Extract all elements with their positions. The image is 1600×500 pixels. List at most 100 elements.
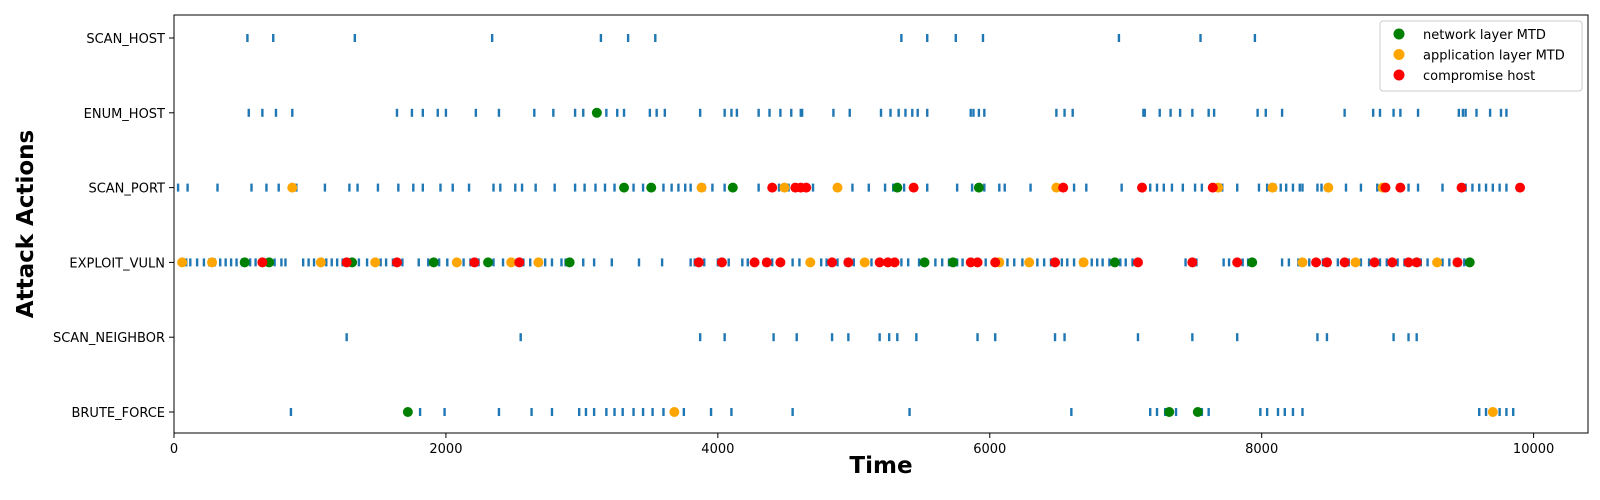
compromise-host-marker: [1311, 257, 1322, 268]
application-layer-mtd-marker: [1024, 257, 1035, 268]
network-layer-mtd-marker: [1192, 407, 1203, 417]
compromise-host-marker: [1137, 182, 1148, 193]
x-tick-label: 4000: [701, 442, 734, 457]
application-layer-mtd-marker: [859, 257, 870, 268]
compromise-host-marker: [749, 257, 760, 268]
x-tick-label: 0: [170, 442, 178, 457]
compromise-host-marker: [1456, 182, 1467, 193]
compromise-host-marker: [1395, 182, 1406, 193]
network-layer-mtd-marker: [1109, 257, 1120, 268]
network-layer-mtd-marker: [646, 182, 657, 193]
x-axis-ticks: 0 2000 4000 6000 8000 10000: [170, 433, 1554, 457]
y-tick-label: SCAN_NEIGHBOR: [53, 331, 165, 346]
compromise-host-marker: [908, 182, 919, 193]
x-axis-title: Time: [849, 453, 912, 479]
compromise-host-marker: [874, 257, 885, 268]
legend-swatch: [1393, 69, 1405, 81]
network-layer-mtd-marker: [1464, 257, 1475, 268]
compromise-host-marker: [990, 257, 1001, 268]
application-layer-mtd-marker: [832, 182, 843, 193]
y-tick-label: EXPLOIT_VULN: [69, 256, 165, 271]
application-layer-mtd-marker: [696, 182, 707, 193]
compromise-host-marker: [716, 257, 727, 268]
y-tick-label: ENUM_HOST: [84, 107, 165, 122]
y-axis-title: Attack Actions: [13, 130, 39, 318]
legend-label: network layer MTD: [1423, 28, 1546, 43]
compromise-host-marker: [514, 257, 525, 268]
application-layer-mtd-marker: [1297, 257, 1308, 268]
plot-frame: [173, 14, 1589, 434]
compromise-host-marker: [693, 257, 704, 268]
network-layer-mtd-marker: [973, 182, 984, 193]
application-layer-mtd-marker: [1432, 257, 1443, 268]
network-layer-mtd-marker: [948, 257, 959, 268]
application-layer-mtd-marker: [370, 257, 381, 268]
legend: network layer MTD application layer MTD co…: [1379, 20, 1583, 92]
network-layer-mtd-marker: [892, 182, 903, 193]
compromise-host-marker: [1207, 182, 1218, 193]
application-layer-mtd-marker: [669, 407, 680, 417]
compromise-host-marker: [775, 257, 786, 268]
application-layer-mtd-marker: [177, 257, 188, 268]
compromise-host-marker: [761, 257, 772, 268]
application-layer-mtd-marker: [207, 257, 218, 268]
application-layer-mtd-marker: [533, 257, 544, 268]
application-layer-mtd-marker: [506, 257, 517, 268]
compromise-host-marker: [1187, 257, 1198, 268]
legend-label: application layer MTD: [1423, 49, 1565, 64]
network-layer-mtd-marker: [1247, 257, 1258, 268]
x-tick-label: 6000: [973, 442, 1006, 457]
legend-swatch: [1393, 28, 1405, 40]
application-layer-mtd-marker: [805, 257, 816, 268]
compromise-host-marker: [972, 257, 983, 268]
application-layer-mtd-marker: [315, 257, 326, 268]
compromise-host-marker: [889, 257, 900, 268]
mtd-markers: [177, 107, 1526, 417]
legend-label: compromise host: [1423, 69, 1535, 84]
network-layer-mtd-marker: [483, 257, 494, 268]
compromise-host-marker: [1232, 257, 1243, 268]
y-tick-label: BRUTE_FORCE: [71, 406, 165, 421]
x-tick-label: 8000: [1245, 442, 1278, 457]
application-layer-mtd-marker: [1350, 257, 1361, 268]
network-layer-mtd-marker: [402, 407, 413, 417]
network-layer-mtd-marker: [428, 257, 439, 268]
compromise-host-marker: [1058, 182, 1069, 193]
attack-event-ticks: [176, 34, 1515, 416]
compromise-host-marker: [801, 182, 812, 193]
y-tick-label: SCAN_HOST: [86, 32, 165, 47]
compromise-host-marker: [767, 182, 778, 193]
application-layer-mtd-marker: [1078, 257, 1089, 268]
network-layer-mtd-marker: [591, 107, 602, 118]
x-tick-label: 2000: [429, 442, 462, 457]
compromise-host-marker: [1050, 257, 1061, 268]
compromise-host-marker: [1321, 257, 1332, 268]
application-layer-mtd-marker: [1267, 182, 1278, 193]
compromise-host-marker: [1380, 182, 1391, 193]
compromise-host-marker: [1403, 257, 1414, 268]
compromise-host-marker: [469, 257, 480, 268]
network-layer-mtd-marker: [239, 257, 250, 268]
compromise-host-marker: [257, 257, 268, 268]
network-layer-mtd-marker: [727, 182, 738, 193]
legend-swatch: [1393, 49, 1405, 60]
network-layer-mtd-marker: [919, 257, 930, 268]
network-layer-mtd-marker: [564, 257, 575, 268]
network-layer-mtd-marker: [1164, 407, 1175, 417]
compromise-host-marker: [843, 257, 854, 268]
compromise-host-marker: [827, 257, 838, 268]
application-layer-mtd-marker: [287, 182, 298, 193]
application-layer-mtd-marker: [779, 182, 790, 193]
application-layer-mtd-marker: [1323, 182, 1334, 193]
y-tick-label: SCAN_PORT: [88, 182, 165, 197]
application-layer-mtd-marker: [1487, 407, 1498, 417]
compromise-host-marker: [391, 257, 402, 268]
compromise-host-marker: [341, 257, 352, 268]
compromise-host-marker: [1369, 257, 1380, 268]
compromise-host-marker: [1515, 182, 1526, 193]
legend-box: [1379, 20, 1583, 92]
compromise-host-marker: [1387, 257, 1398, 268]
compromise-host-marker: [1452, 257, 1463, 268]
compromise-host-marker: [1339, 257, 1350, 268]
